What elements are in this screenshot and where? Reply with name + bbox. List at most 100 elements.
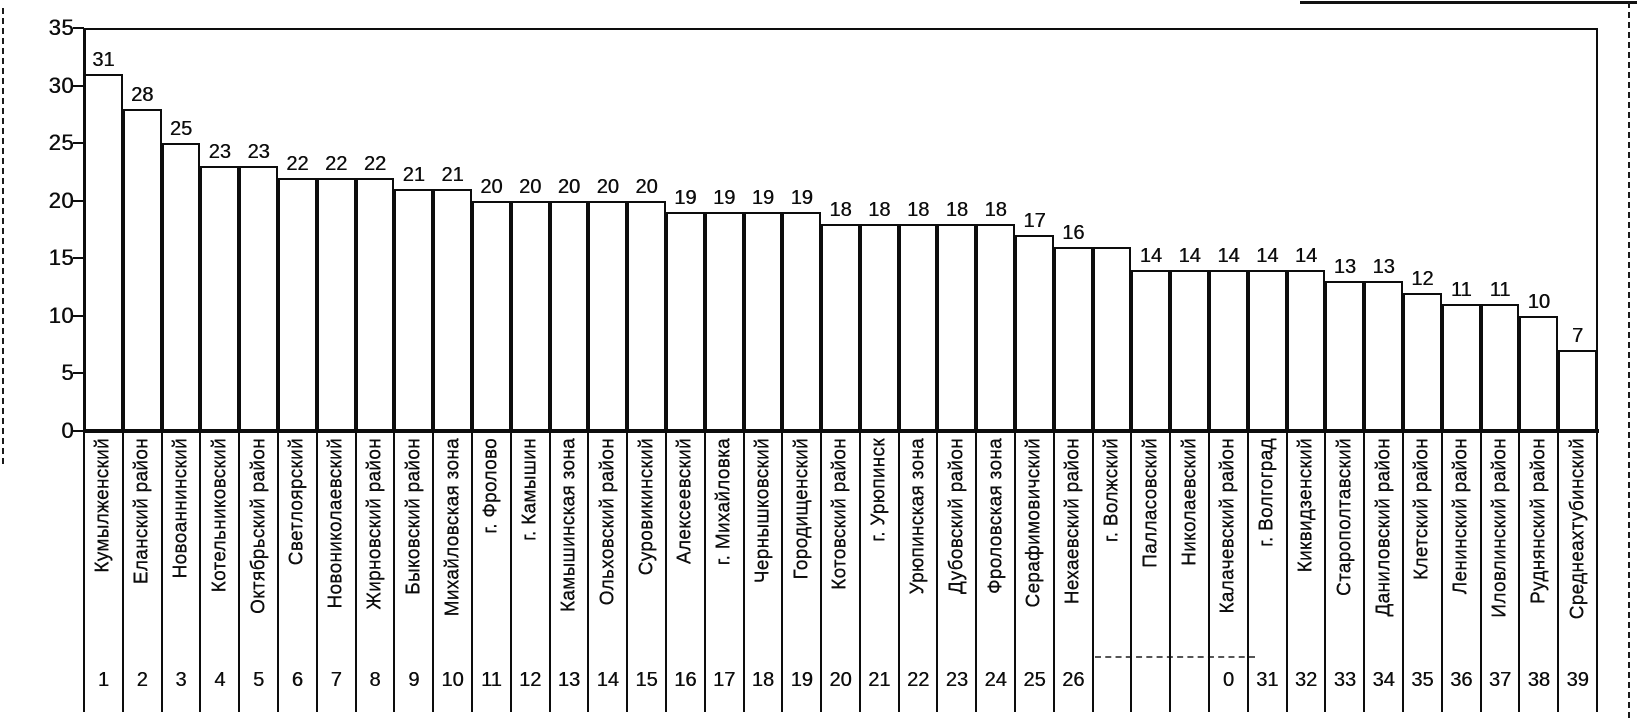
category-cell: г. Волгоград	[1248, 438, 1287, 650]
category-separator	[897, 433, 900, 712]
category-index-label: 15	[635, 668, 658, 691]
bar	[1364, 281, 1403, 431]
y-axis-tick-mark	[73, 372, 84, 375]
category-index-label: 16	[674, 668, 697, 691]
category-label: Киквидзенский	[1295, 438, 1317, 573]
category-index-label: 3	[175, 668, 187, 691]
category-separator	[548, 433, 551, 712]
category-separator	[276, 433, 279, 712]
category-label: Котовский район	[829, 438, 851, 590]
category-index-label: 0	[1222, 668, 1234, 691]
category-separator	[509, 433, 512, 712]
bar	[1209, 269, 1248, 431]
bar-value-label: 14	[1217, 244, 1240, 267]
category-separator	[1402, 433, 1405, 712]
y-axis-tick-mark	[73, 199, 84, 202]
category-cell: Киквидзенский	[1287, 438, 1326, 650]
category-separator	[354, 433, 357, 712]
category-cell: Ольховский район	[588, 438, 627, 650]
y-axis-tick-label: 5	[61, 360, 74, 386]
category-cell: Среднеахтубинский	[1558, 438, 1597, 650]
scan-artifact-erased-row-dash	[1095, 656, 1255, 658]
category-separator	[121, 433, 124, 712]
category-index-label: 19	[790, 668, 813, 691]
y-axis-tick-mark	[73, 142, 84, 145]
bar	[277, 177, 317, 431]
category-label: Камышинская зона	[557, 438, 579, 612]
category-index-label: 2	[136, 668, 148, 691]
bar	[355, 177, 395, 431]
category-label: Жирновский район	[363, 438, 385, 610]
bar-value-label: 19	[790, 187, 813, 210]
category-separator	[1091, 433, 1094, 712]
bar	[84, 74, 123, 431]
category-cell: Новониколаевский	[317, 438, 356, 650]
bar	[859, 223, 899, 431]
bar	[1480, 304, 1520, 431]
category-cell: Руднянский район	[1519, 438, 1558, 650]
category-label: Среднеахтубинский	[1566, 438, 1588, 620]
category-index-label: 13	[557, 668, 581, 691]
category-label: Суровикинский	[635, 438, 657, 576]
category-label: г. Камышин	[519, 438, 541, 541]
category-label: Еланский район	[131, 438, 153, 585]
category-index-label: 17	[712, 668, 736, 691]
category-cell: г. Камышин	[511, 438, 550, 650]
category-cell: Алексеевский	[666, 438, 705, 650]
category-separator	[238, 433, 241, 712]
category-label: Иловлинский район	[1489, 438, 1510, 618]
category-separator	[1440, 433, 1443, 712]
category-label: Ленинский район	[1450, 438, 1472, 595]
bar-value-label: 20	[519, 175, 542, 198]
scan-artifact-left-border	[2, 8, 4, 464]
category-cell: Городищенский	[782, 438, 821, 650]
bar	[1053, 246, 1093, 431]
category-separator	[664, 433, 667, 712]
category-separator	[820, 433, 823, 712]
category-index-label: 4	[214, 668, 226, 691]
category-separator	[432, 433, 435, 712]
category-label: г. Урюпинск	[868, 438, 890, 542]
category-cell: Иловлинский район	[1481, 438, 1520, 650]
category-separator	[703, 433, 706, 712]
category-index-label: 10	[441, 668, 464, 691]
y-axis-tick-label: 25	[48, 130, 74, 156]
category-cell: Клетский район	[1403, 438, 1442, 650]
bar-value-label: 23	[208, 141, 231, 164]
category-separator	[470, 433, 473, 712]
category-cell: Котовский район	[821, 438, 860, 650]
category-separator	[393, 433, 396, 712]
bar-value-label: 23	[247, 141, 270, 164]
category-index-label: 35	[1411, 668, 1434, 691]
category-cell: Дубовский район	[937, 438, 976, 650]
category-separator	[1130, 433, 1133, 712]
category-label: Быковский район	[402, 438, 424, 595]
plot-right-border	[1596, 28, 1598, 432]
category-label: Урюпинская зона	[907, 438, 929, 595]
bar-value-label: 11	[1489, 279, 1511, 302]
y-axis-tick-label: 30	[48, 72, 74, 98]
bar-value-label: 18	[829, 198, 852, 221]
bar	[1441, 304, 1481, 431]
category-cell: г. Волжский	[1093, 438, 1132, 650]
category-cell: г. Михайловка	[705, 438, 744, 650]
bar	[471, 200, 511, 431]
bar-value-label: 14	[1294, 244, 1318, 267]
bar	[200, 166, 240, 431]
top-gridline	[84, 28, 1598, 30]
bar-value-label: 18	[906, 198, 930, 221]
category-label: Калачевский район	[1217, 438, 1239, 614]
category-label: Светлоярский	[286, 438, 308, 566]
category-label: Руднянский район	[1527, 438, 1549, 604]
bar	[1286, 269, 1326, 431]
category-index-label: 14	[596, 668, 619, 691]
category-label: Фроловская зона	[984, 438, 1006, 594]
bar-value-label: 10	[1527, 290, 1550, 313]
bar	[1015, 235, 1054, 431]
category-cell: Калачевский район	[1209, 438, 1248, 650]
category-cell: Камышинская зона	[550, 438, 589, 650]
category-index-label: 6	[291, 668, 303, 691]
category-label: г. Волгоград	[1256, 438, 1278, 547]
category-cell: г. Урюпинск	[860, 438, 899, 650]
category-separator	[587, 433, 590, 712]
